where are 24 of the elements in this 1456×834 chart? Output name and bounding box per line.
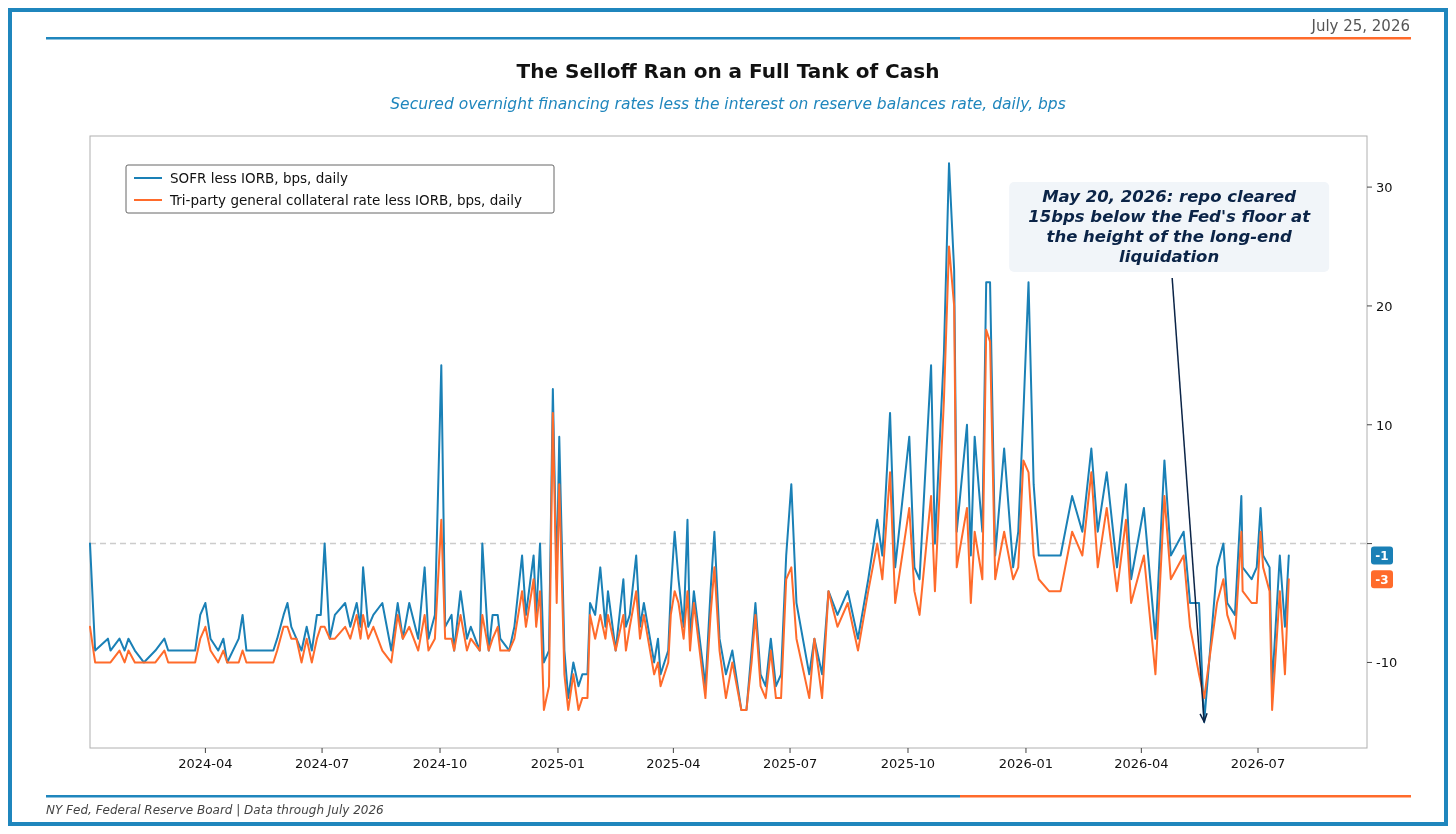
x-tick-label: 2026-04 [1114,756,1169,771]
x-tick-label: 2026-07 [1230,756,1286,771]
y-tick-label: -10 [1376,655,1398,671]
chart-subtitle: Secured overnight financing rates less the interest on reserve balances rate, daily, bps [390,95,1066,113]
line-series [89,245,1290,711]
text: NY Fed, Federal Reserve Board | Data through July 2026 [46,803,385,817]
x-tick-label: 2024-04 [178,756,233,771]
chart-title: The Selloff Ran on a Full Tank of Cash [516,59,940,83]
annotation: May 20, 2026: repo cleared 15bps below the Fed's floor at the height of the long-end liquidation [1028,187,1312,266]
y-tick-label: 30 [1376,180,1393,196]
y-tick-label: 10 [1376,417,1393,433]
text: -1 [1375,549,1389,564]
x-tick-label: 2025-04 [646,756,701,771]
x-tick-label: 2026-01 [998,756,1054,771]
x-tick-label: 2025-01 [530,756,586,771]
y-tick-label: 20 [1376,298,1393,314]
x-tick-label: 2024-10 [412,756,468,771]
text: -3 [1375,573,1389,588]
x-tick-label: 2025-07 [762,756,818,771]
text: July 25, 2026 [1310,17,1410,35]
legend-label: SOFR less IORB, bps, daily [170,170,348,186]
legend-label: Tri-party general collateral rate less IORB, bps, daily [169,192,522,208]
x-tick-label: 2025-10 [880,756,936,771]
x-tick-label: 2024-07 [294,756,350,771]
